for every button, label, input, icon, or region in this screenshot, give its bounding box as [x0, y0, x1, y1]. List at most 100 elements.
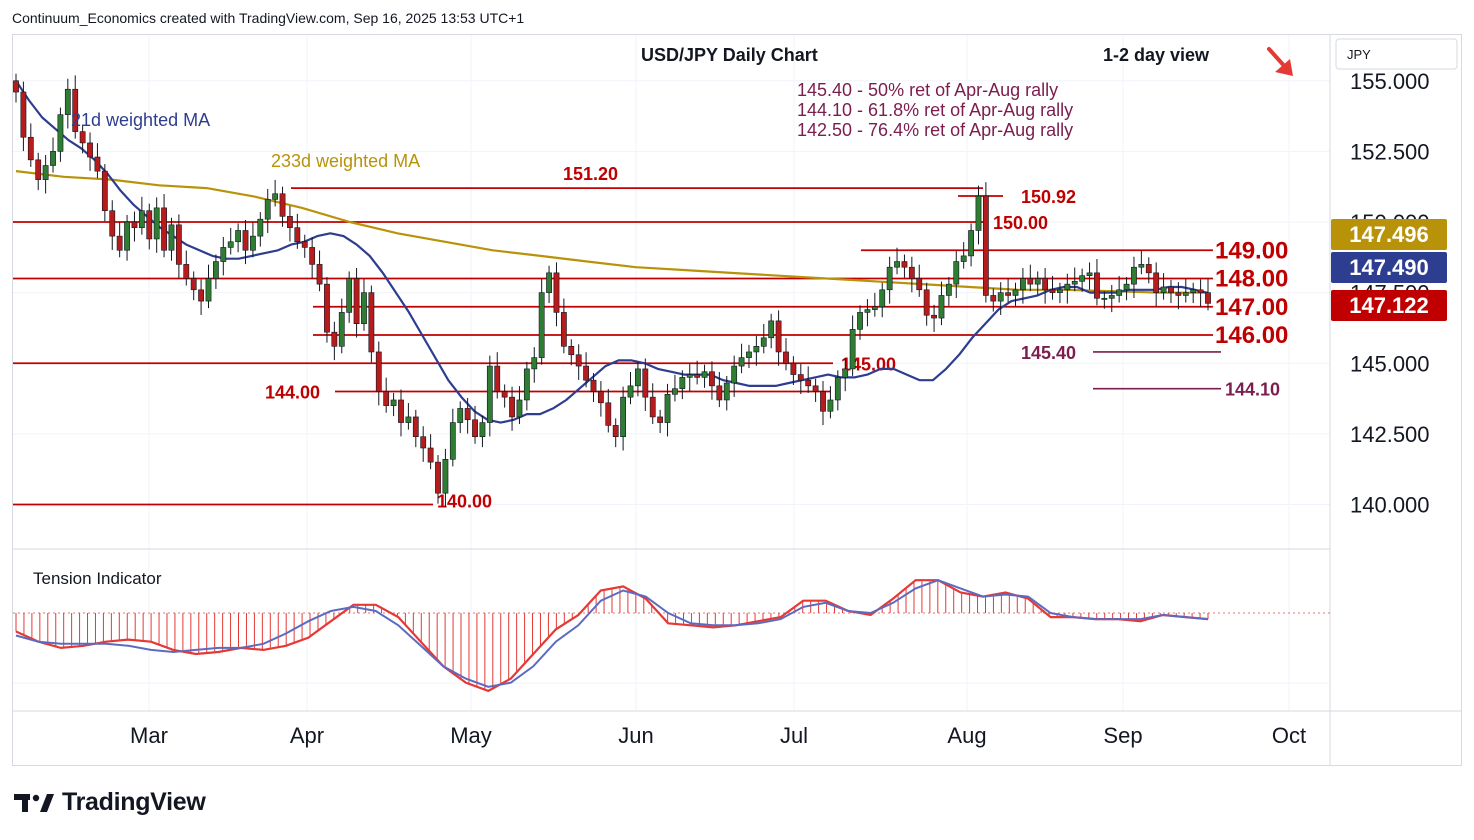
candle-body: [886, 266, 893, 291]
level-label: 150.92: [1021, 187, 1076, 207]
candle: [353, 268, 360, 338]
candle: [287, 205, 293, 242]
candle-body: [1131, 266, 1137, 285]
candle: [279, 186, 286, 227]
chart-credit: Continuum_Economics created with Trading…: [12, 10, 525, 26]
candle-body: [1145, 264, 1152, 274]
candle-body: [131, 221, 138, 228]
candle-body: [324, 283, 330, 333]
candle: [101, 164, 108, 222]
candle-body: [124, 221, 130, 251]
candle-body: [760, 337, 767, 347]
candle-body: [827, 399, 834, 412]
candle: [479, 415, 486, 448]
chart-panel: 151.20 150.92 150.00 149.00 148.00 147.00 146.…: [12, 34, 1462, 766]
candle-body: [605, 402, 612, 426]
candle-body: [501, 391, 508, 398]
tension-signal-line: [15, 579, 1209, 688]
candle-body: [442, 458, 449, 494]
candle: [472, 405, 478, 444]
candle: [501, 384, 508, 408]
candle: [760, 323, 767, 354]
candle-body: [138, 210, 145, 228]
candle: [1205, 278, 1211, 311]
tradingview-wordmark: TradingView: [62, 788, 206, 816]
candle: [834, 370, 841, 411]
month-tick-label: Jun: [618, 723, 653, 748]
candlesticks: [13, 73, 1211, 508]
candle: [516, 386, 523, 424]
ma21-path: [15, 80, 1209, 424]
candle-body: [1108, 295, 1115, 299]
candle-body: [753, 345, 760, 353]
candle: [560, 298, 567, 354]
tension-indicator-label: Tension Indicator: [33, 569, 162, 588]
fib-note: 144.10 - 61.8% ret of Apr-Aug rally: [797, 100, 1073, 120]
candle-body: [968, 230, 974, 257]
candle-body: [916, 278, 923, 291]
candle-body: [242, 230, 249, 251]
candle: [1020, 268, 1026, 304]
candle-body: [790, 362, 797, 375]
candle-body: [679, 377, 686, 389]
month-tick-label: Apr: [290, 723, 324, 748]
month-tick-label: May: [450, 723, 492, 748]
candle-body: [1205, 292, 1211, 304]
candle: [975, 185, 982, 245]
candle: [435, 455, 441, 504]
candle: [175, 214, 182, 279]
candle: [538, 278, 545, 365]
candle-body: [982, 195, 989, 296]
candle: [842, 358, 849, 392]
candle: [375, 341, 382, 406]
price-badges: 147.496 147.490 147.122: [1331, 219, 1447, 321]
price-tick-label: 142.500: [1350, 422, 1430, 447]
candle-body: [842, 368, 849, 378]
candle: [864, 299, 871, 327]
candle: [597, 381, 604, 417]
ma21-line: [15, 80, 1209, 424]
candle-body: [153, 207, 160, 240]
candle-body: [686, 374, 693, 378]
candle: [79, 124, 86, 154]
candle: [871, 292, 878, 317]
candle: [938, 281, 945, 326]
candle: [1175, 282, 1182, 310]
candle-body: [479, 422, 486, 438]
candle: [220, 236, 227, 276]
candle-body: [642, 368, 649, 398]
candle-body: [375, 351, 382, 392]
candle-body: [405, 416, 412, 423]
candle: [1094, 259, 1100, 306]
candle-body: [938, 295, 945, 319]
candle-body: [894, 261, 900, 268]
candle-body: [738, 357, 745, 367]
candle: [738, 343, 745, 374]
candle: [575, 344, 582, 380]
candle: [768, 313, 775, 349]
candle: [486, 355, 493, 437]
candle-body: [879, 289, 886, 308]
candle-body: [857, 312, 863, 330]
candle: [812, 378, 819, 402]
month-tick-label: Aug: [947, 723, 986, 748]
candle: [205, 264, 212, 309]
candle: [1168, 279, 1174, 304]
candle: [457, 401, 464, 434]
candle: [301, 234, 308, 258]
candle-body: [834, 377, 841, 401]
candle-body: [701, 371, 708, 378]
candle: [272, 179, 279, 207]
price-tick-label: 140.000: [1350, 493, 1430, 518]
candle: [723, 375, 730, 411]
candle: [146, 203, 153, 250]
candle: [1123, 277, 1130, 301]
candle-body: [546, 272, 552, 293]
candle: [931, 304, 937, 332]
currency-box[interactable]: [1335, 38, 1458, 70]
candle: [20, 81, 27, 152]
candle-body: [538, 292, 545, 358]
candle: [797, 364, 804, 395]
candle-body: [390, 399, 397, 406]
fib-note: 142.50 - 76.4% ret of Apr-Aug rally: [797, 120, 1073, 140]
